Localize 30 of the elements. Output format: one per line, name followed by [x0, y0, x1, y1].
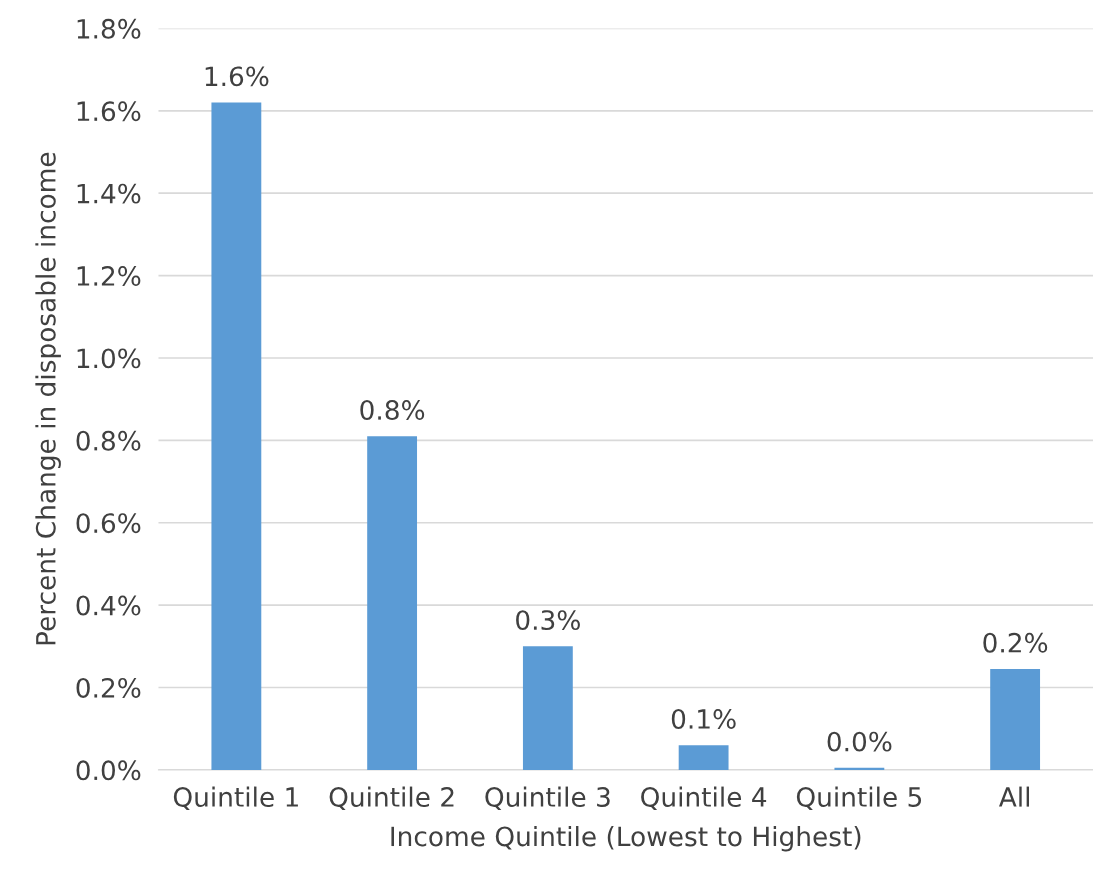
y-tick-label: 1.0% — [77, 348, 141, 369]
bar — [990, 668, 1041, 770]
y-tick-label: 0.4% — [76, 595, 141, 616]
data-label: 0.1% — [671, 709, 736, 729]
y-tick-label: 0.0% — [76, 760, 141, 781]
data-label: 0.3% — [516, 610, 580, 631]
y-tick-label: 1.8% — [77, 18, 141, 39]
bar — [522, 646, 573, 770]
x-tick-label: Quintile 3 — [485, 786, 610, 811]
x-tick-label: Quintile 2 — [329, 786, 454, 811]
y-tick-label: 0.2% — [76, 677, 141, 698]
bar — [211, 102, 262, 770]
y-tick-label: 0.8% — [76, 430, 141, 451]
x-tick-label: All — [998, 786, 1030, 807]
data-label: 0.0% — [827, 731, 892, 752]
bar — [834, 767, 885, 770]
x-axis-title: Income Quintile (Lowest to Highest) — [391, 825, 861, 852]
y-tick-label: 1.6% — [77, 101, 141, 122]
x-tick-label: Quintile 1 — [173, 786, 298, 811]
bar — [367, 436, 418, 770]
bar — [678, 745, 729, 770]
data-label: 0.8% — [360, 400, 425, 421]
x-tick-label: Quintile 4 — [641, 786, 767, 811]
data-label: 0.2% — [983, 632, 1048, 653]
y-tick-label: 1.4% — [77, 183, 141, 204]
y-tick-label: 1.2% — [77, 266, 141, 286]
y-axis-title: Percent Change in disposable income — [35, 152, 61, 645]
y-tick-label: 0.6% — [76, 513, 141, 534]
x-tick-label: Quintile 5 — [796, 786, 922, 811]
data-label: 1.6% — [205, 66, 269, 87]
